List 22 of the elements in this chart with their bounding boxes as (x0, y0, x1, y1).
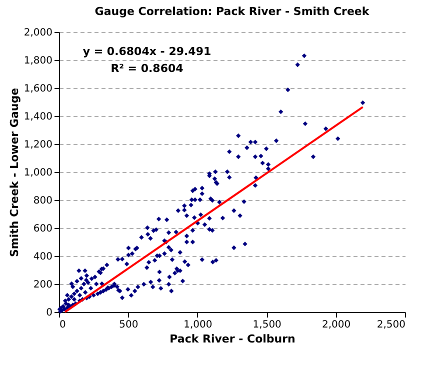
x-tick-label: 2,500 (376, 320, 406, 330)
y-tick-label: 1,000 (24, 168, 52, 178)
y-tick-label: 1,200 (24, 140, 52, 150)
x-tick-label: 500 (119, 320, 138, 330)
y-axis-title: Smith Creek - Lower Gauge (8, 88, 21, 258)
y-tick-label: 200 (33, 280, 52, 290)
x-tick-label: 0 (60, 320, 66, 330)
annotation: R² = 0.8604 (110, 62, 184, 75)
chart-title: Gauge Correlation: Pack River - Smith Creek (94, 5, 370, 18)
y-tick-label: 1,800 (24, 56, 52, 66)
x-tick-label: 1,000 (184, 320, 212, 330)
y-tick-label: 2,000 (24, 28, 52, 38)
x-tick-label: 1,500 (252, 320, 282, 330)
y-tick-label: 1,400 (24, 112, 52, 122)
x-axis-title: Pack River - Colburn (170, 332, 296, 346)
y-tick-label: 1,600 (24, 84, 52, 94)
y-tick-label: 600 (33, 224, 52, 234)
y-tick-label: 0 (46, 308, 52, 318)
annotation: y = 0.6804x - 29.491 (82, 45, 212, 58)
x-tick-label: 2,000 (322, 320, 351, 330)
y-tick-label: 400 (33, 252, 52, 262)
y-tick-label: 800 (33, 196, 52, 206)
